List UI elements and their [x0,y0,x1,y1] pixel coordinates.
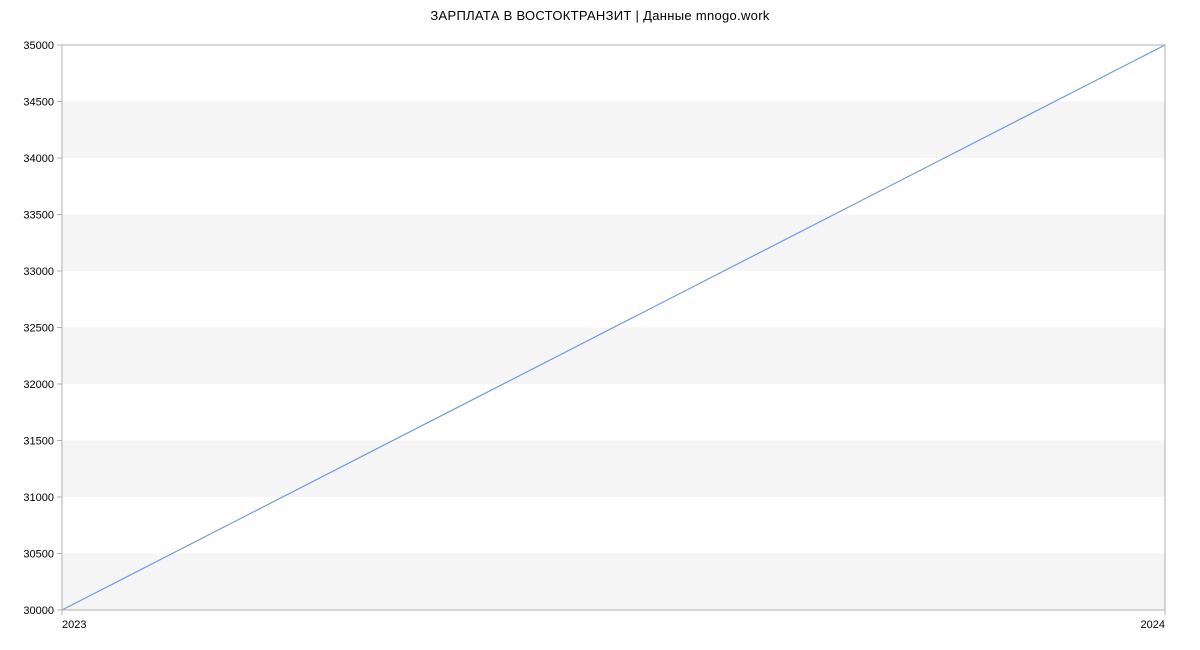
x-tick-label: 2024 [1141,619,1165,631]
y-tick-label: 31000 [23,492,54,504]
y-tick-label: 31500 [23,436,54,448]
chart-svg: 30000 30500 31000 31500 32000 32500 33000 33500… [0,0,1200,650]
plot-band [62,271,1165,328]
y-tick-label: 30000 [23,605,54,617]
plot-band [62,158,1165,215]
salary-chart: ЗАРПЛАТА В ВОСТОКТРАНЗИТ | Данные mnogo.… [0,0,1200,650]
y-tick-label: 34500 [23,97,54,109]
y-tick-label: 33000 [23,266,54,278]
plot-band [62,215,1165,272]
y-tick-label: 32500 [23,323,54,335]
x-tick-label: 2023 [62,619,86,631]
plot-band [62,441,1165,498]
y-tick-label: 35000 [23,40,54,52]
y-tick-label: 32000 [23,379,54,391]
y-tick-label: 34000 [23,153,54,165]
plot-band [62,384,1165,441]
y-tick-label: 30500 [23,549,54,561]
plot-band [62,45,1165,102]
y-tick-label: 33500 [23,210,54,222]
plot-band [62,554,1165,611]
plot-band [62,328,1165,385]
